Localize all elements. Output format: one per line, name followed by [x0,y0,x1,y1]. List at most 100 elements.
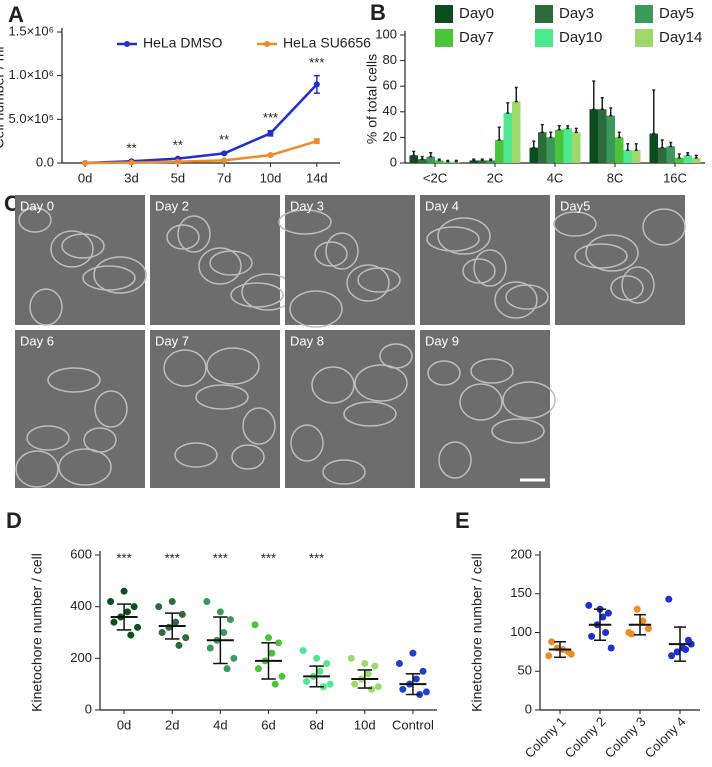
x-tick-label: 3d [124,170,138,185]
cell-shape [231,444,265,470]
y-tick-label: 200 [510,546,532,561]
bar [606,115,615,163]
dot [316,667,324,675]
dot [220,629,228,636]
x-tick-label: 2d [165,717,179,732]
dot [665,595,673,603]
dot [351,680,359,688]
bar [418,159,427,163]
cell-shape [311,366,355,404]
cell-shape [494,281,538,319]
bar [658,147,667,163]
dot [110,618,118,626]
legend-label: Day14 [659,29,702,46]
image-label: Day 3 [290,198,324,213]
dot [588,632,596,640]
y-tick-label: 0 [525,701,532,716]
dot [419,667,427,675]
panel-label: A [8,2,24,27]
y-tick-label: 50 [518,663,532,678]
y-tick-label: 100 [375,26,397,41]
y-tick-label: 1.0×10⁶ [9,67,54,82]
bar [632,150,641,163]
dot [361,660,369,667]
cell-shape [174,442,218,468]
cell-shape [502,381,556,419]
dot [347,654,355,662]
cell-shape [289,290,343,328]
bar [495,139,504,163]
legend-label: Day7 [459,29,494,46]
marker [128,159,135,166]
cell-shape [242,407,276,445]
image-label: Day 0 [20,198,54,213]
image-label: Day 8 [290,333,324,348]
x-tick-label: Colony 4 [642,714,689,761]
dot [374,683,382,691]
dot [399,685,407,693]
cell-shape [177,215,211,253]
micrograph [150,195,280,325]
bar [692,157,701,163]
bar [555,129,564,163]
y-tick-label: 400 [70,598,92,613]
cell-shape [26,425,70,451]
y-tick-label: 0 [85,701,92,716]
bar [598,109,607,163]
cell-shape [198,247,242,285]
legend-label: HeLa SU6656 [283,35,371,51]
y-tick-label: 0 [390,154,397,169]
bar [623,150,632,163]
dot [639,617,647,625]
marker [313,81,320,88]
y-axis-label: Kinetochore number / cell [469,553,485,712]
dot [371,662,379,670]
bar [478,160,487,163]
image-label: Day 2 [155,198,189,213]
annotation: *** [165,550,180,565]
micrograph [285,330,415,488]
dot [223,665,231,673]
dot [271,680,279,688]
x-tick-label: 14d [306,170,328,185]
bar [486,160,495,163]
dot [599,613,607,621]
x-tick-label: Colony 1 [522,714,569,761]
bar [683,155,692,163]
bar [512,101,521,163]
bar [615,137,624,163]
bar [409,155,418,163]
dot [130,603,138,611]
cell-shape [491,418,545,444]
annotation: *** [309,55,324,70]
cell-shape [357,267,401,293]
y-tick-label: 200 [70,650,92,665]
dot [206,644,214,652]
dot [230,654,238,662]
dot [668,652,676,660]
x-tick-label: 5d [171,170,185,185]
annotation: *** [309,550,324,565]
bar [435,160,444,163]
bar [426,156,435,163]
series-line [85,139,318,165]
annotation: *** [116,550,131,565]
y-axis-label: % of total cells [364,54,380,144]
x-tick-label: 10d [354,717,376,732]
x-tick-label: 4C [547,170,564,185]
dot [275,639,283,647]
dot [278,672,286,680]
cell-shape [15,450,59,488]
cell-shape [50,230,94,268]
cell-shape [354,364,408,402]
x-tick-label: Colony 2 [562,714,609,761]
dot [548,638,556,646]
dot [422,688,430,696]
dot [120,587,128,595]
bar [589,109,598,163]
dot [178,610,186,618]
dot [682,646,690,654]
dot [216,608,224,616]
dot [182,634,190,642]
dot [134,623,142,631]
